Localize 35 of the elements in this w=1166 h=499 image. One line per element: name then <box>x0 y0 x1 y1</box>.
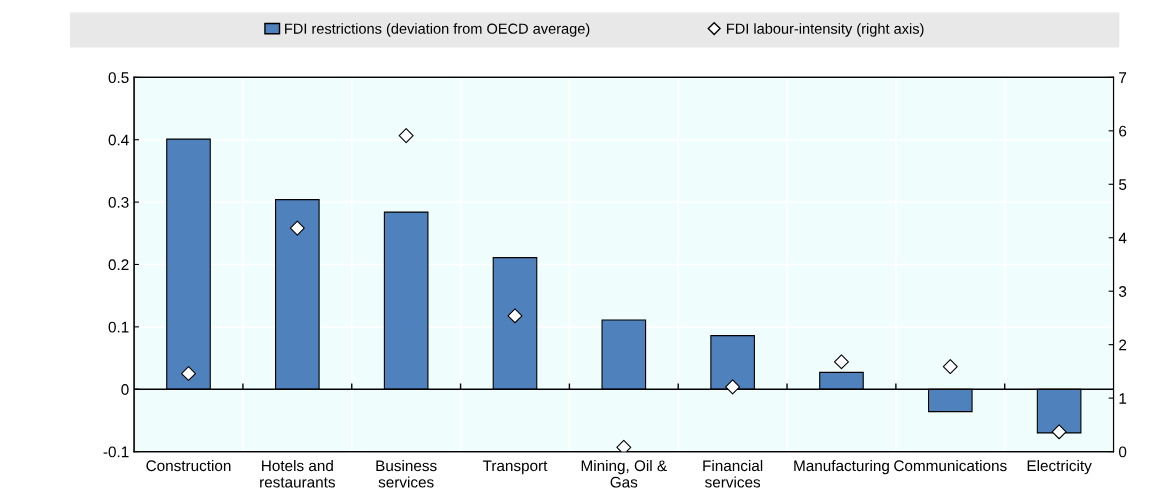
point <box>833 354 849 370</box>
y-tick-label: 0.2 <box>108 259 129 271</box>
x-tick-label: Communications <box>894 459 1007 472</box>
x-tick-label: Hotels and restaurants <box>260 459 335 488</box>
y2-tick-label: 7 <box>1119 72 1127 83</box>
y2-tick-label: 2 <box>1119 339 1127 351</box>
y-tick-label: 0.3 <box>108 196 129 208</box>
x-tick-label: Construction <box>146 459 231 472</box>
point <box>942 359 958 375</box>
point <box>398 128 414 144</box>
point <box>725 379 741 395</box>
y-tick-label: -0.1 <box>103 446 129 458</box>
y-tick-label: 0 <box>121 384 129 395</box>
y2-tick-label: 0 <box>1118 446 1127 458</box>
point <box>1051 424 1067 440</box>
y-tick-label: 0.5 <box>108 72 129 84</box>
y-tick-label: 0.4 <box>108 134 129 146</box>
x-tick-label: Business services <box>376 459 437 488</box>
y2-tick-label: 6 <box>1119 125 1127 137</box>
x-tick-label: Transport <box>482 460 548 475</box>
legend-label: FDI restrictions (deviation from OECD average) <box>285 23 590 37</box>
x-tick-label: Mining, Oil & Gas <box>581 459 667 488</box>
y2-tick-label: 1 <box>1119 393 1127 404</box>
point <box>181 366 197 382</box>
x-tick-label: Manufacturing <box>794 459 889 475</box>
point <box>616 439 632 452</box>
y-tick-label: 0.1 <box>108 321 129 333</box>
y2-tick-label: 5 <box>1119 179 1127 190</box>
point <box>507 308 523 324</box>
x-tick-label: Financial services <box>703 459 763 488</box>
point <box>289 220 305 236</box>
y2-tick-label: 4 <box>1118 232 1127 244</box>
y2-tick-label: 3 <box>1118 286 1127 297</box>
x-tick-label: Electricity <box>1027 459 1092 475</box>
legend-label: FDI labour-intensity (right axis) <box>727 23 924 37</box>
